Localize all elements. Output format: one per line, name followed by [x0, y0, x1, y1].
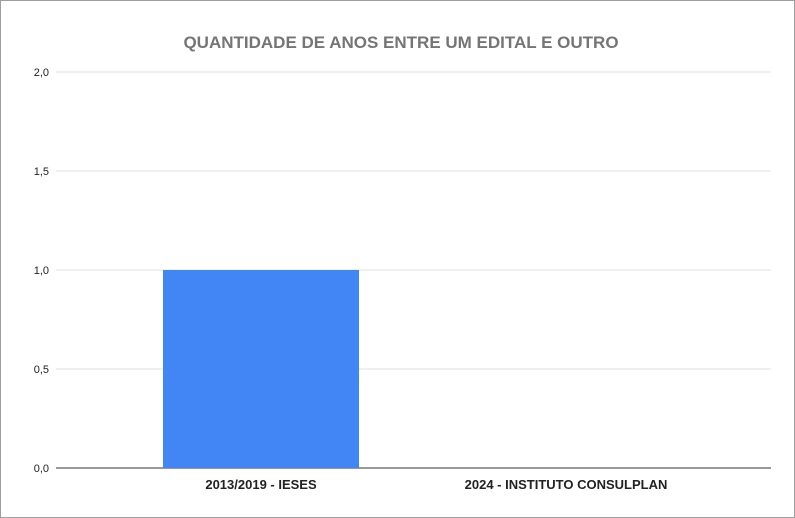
bar	[163, 270, 359, 468]
y-tick-label: 0,0	[34, 463, 49, 475]
y-tick-label: 2,0	[34, 67, 49, 79]
x-tick-label: 2013/2019 - IESES	[205, 477, 317, 492]
y-tick-label: 1,0	[34, 265, 49, 277]
chart-title: QUANTIDADE DE ANOS ENTRE UM EDITAL E OUT…	[183, 33, 618, 52]
x-tick-label: 2024 - INSTITUTO CONSULPLAN	[465, 477, 668, 492]
y-tick-label: 0,5	[34, 364, 49, 376]
y-tick-label: 1,5	[34, 166, 49, 178]
